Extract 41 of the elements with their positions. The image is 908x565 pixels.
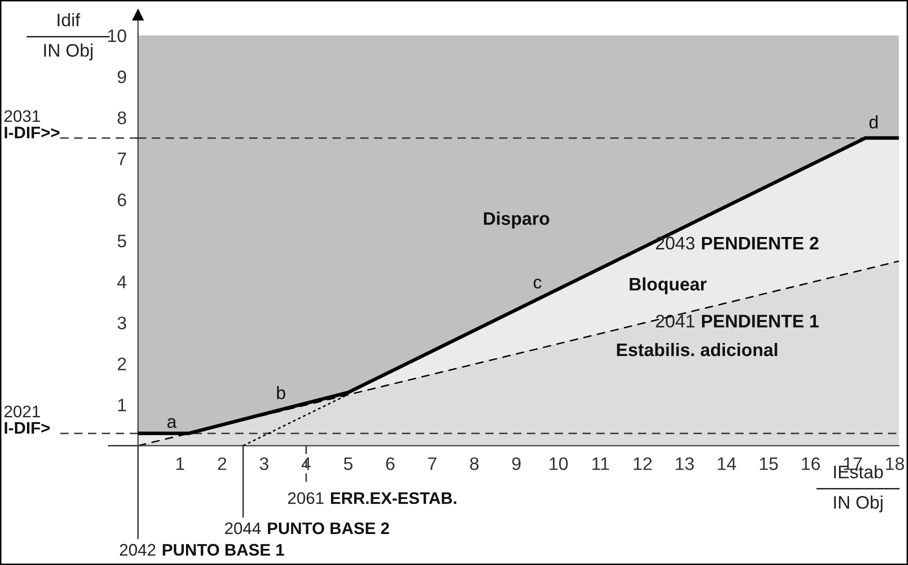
x-tick-label: 14 (718, 458, 736, 470)
annotation: Disparo (484, 212, 550, 229)
y-tick-label: 2 (118, 358, 126, 370)
y-axis-title: Idif IN Obj (44, 13, 92, 60)
ref-line-label: 2042 PUNTO BASE 1 (120, 544, 284, 556)
y-tick-label: 1 (118, 398, 126, 412)
ref-line-label: 2031 I-DIF>> (4, 110, 60, 138)
annotation: 2043 PENDIENTE 2 (656, 236, 818, 250)
x-tick-label: 2 (218, 457, 226, 470)
x-tick-label: 18 (886, 457, 904, 470)
x-tick-label: 10 (550, 457, 568, 470)
y-tick-label: 8 (118, 111, 126, 124)
annotation: Bloquear (630, 277, 707, 294)
y-tick-label: 10 (108, 29, 126, 42)
ref-line-label: 2044 PUNTO BASE 2 (225, 522, 390, 534)
annotation: c (534, 278, 542, 289)
x-tick-label: 7 (428, 458, 436, 470)
annotation: Estabilis. adicional (617, 342, 778, 356)
x-tick-label: 6 (386, 457, 394, 470)
x-tick-label: 1 (176, 458, 184, 470)
ref-line-label: 2021 I-DIF> (4, 406, 50, 434)
x-tick-label: 3 (260, 457, 268, 470)
x-tick-label: 9 (512, 457, 521, 470)
x-tick-label: 16 (802, 457, 820, 470)
y-tick-label: 7 (118, 152, 126, 166)
y-tick-label: 4 (117, 276, 126, 288)
y-tick-label: 9 (118, 70, 126, 84)
ref-line-label: 2061 ERR.EX-ESTAB. (288, 492, 456, 504)
annotation: 2041 PENDIENTE 1 (656, 314, 819, 328)
annotation: b (277, 386, 286, 400)
x-tick-label: 11 (592, 458, 609, 470)
y-tick-label: 6 (118, 194, 126, 206)
x-tick-label: 15 (760, 458, 778, 470)
x-tick-label: 8 (470, 457, 479, 470)
x-tick-label: 12 (634, 457, 652, 470)
annotation: d (869, 115, 878, 129)
annotation: a (167, 418, 177, 428)
y-tick-label: 3 (118, 316, 126, 330)
x-tick-label: 13 (676, 457, 694, 470)
y-tick-label: 5 (118, 234, 126, 248)
x-tick-label: 5 (344, 458, 352, 470)
